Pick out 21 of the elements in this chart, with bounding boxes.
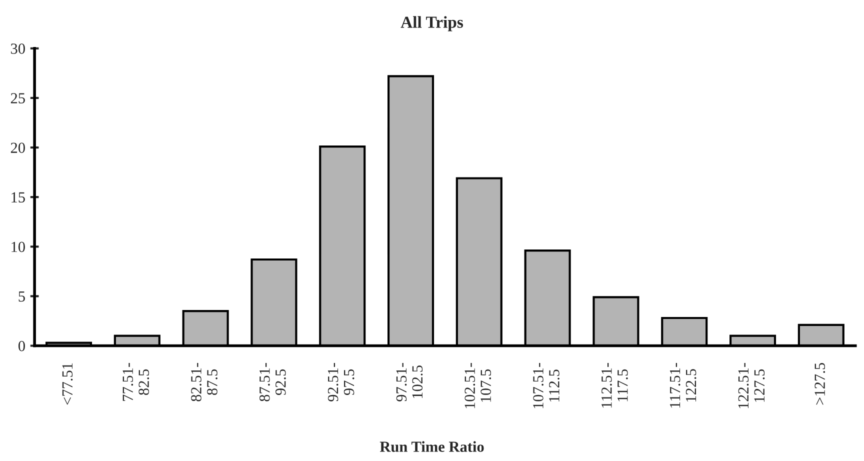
y-tick-label: 10	[12, 242, 25, 252]
x-tick-label: <77.51	[62, 363, 73, 405]
x-tick-label: 102.51- 107.5	[464, 362, 492, 408]
x-tick-label: 107.51- 112.5	[533, 362, 560, 408]
x-tick-label: >127.5	[814, 363, 826, 405]
y-tick-label: 20	[10, 142, 25, 153]
y-tick-label: 15	[12, 192, 25, 203]
x-tick-label: 87.51- 92.5	[259, 362, 286, 402]
y-tick-label: 5	[18, 291, 25, 302]
y-tick-label: 0	[18, 340, 25, 352]
x-axis-title: Run Time Ratio	[380, 441, 484, 452]
x-tick-label: 117.51- 122.5	[670, 362, 696, 408]
y-tick-label: 30	[10, 44, 25, 54]
chart-title: All Trips	[400, 16, 464, 32]
x-tick-label: 97.51- 102.5	[396, 362, 423, 402]
x-tick-label: 112.51- 117.5	[602, 362, 628, 408]
x-tick-label: 122.51- 127.5	[738, 362, 765, 408]
x-tick-label: 82.51- 87.5	[191, 362, 218, 402]
y-tick-label: 25	[10, 93, 25, 104]
x-tick-label: 77.51- 82.5	[122, 362, 150, 401]
x-tick-label: 92.51- 97.5	[328, 362, 354, 402]
